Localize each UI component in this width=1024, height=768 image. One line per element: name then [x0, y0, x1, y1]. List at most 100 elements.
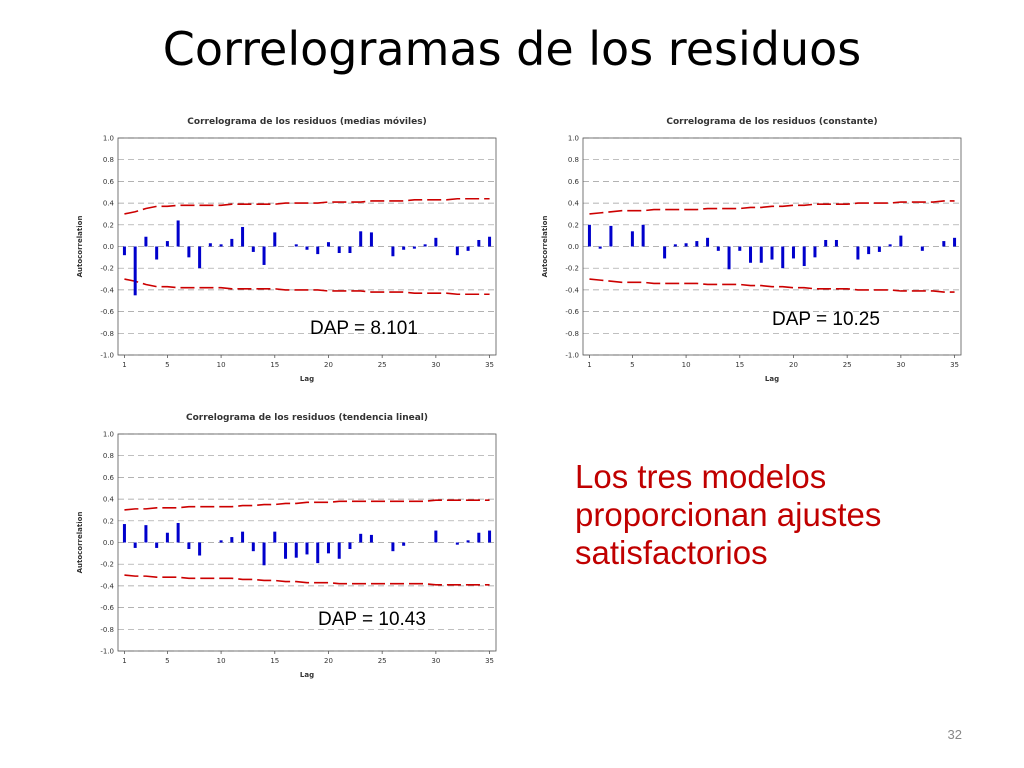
acf-bar [176, 220, 180, 247]
acf-bar [316, 246, 320, 255]
x-tick-label: 35 [950, 361, 959, 369]
x-tick-label: 1 [587, 361, 591, 369]
acf-bar [877, 246, 881, 252]
y-tick-label: 0.2 [103, 221, 114, 229]
correlogram-constante: Correlograma de los residuos (constante)… [535, 108, 975, 398]
y-tick-label: 1.0 [103, 431, 114, 439]
y-tick-label: 0.6 [568, 178, 580, 186]
acf-bar [326, 242, 330, 247]
y-tick-label: 0.0 [568, 243, 579, 251]
y-tick-label: 1.0 [568, 135, 579, 143]
lower-band-line [124, 574, 490, 586]
y-tick-label: -0.2 [100, 561, 114, 569]
chart-title: Correlograma de los residuos (tendencia … [186, 413, 428, 423]
x-tick-label: 30 [431, 657, 440, 665]
acf-bar [488, 236, 492, 247]
acf-bar [706, 237, 710, 247]
acf-bar [144, 236, 148, 247]
x-tick-label: 5 [165, 361, 169, 369]
x-tick-label: 20 [324, 657, 333, 665]
x-axis-label: Lag [765, 375, 779, 383]
acf-bar [273, 232, 277, 247]
acf-bar [738, 246, 742, 251]
acf-bar [813, 246, 817, 258]
acf-bar [230, 537, 234, 543]
dap-label-constante: DAP = 10.25 [772, 309, 880, 330]
y-axis-label: Autocorrelation [76, 216, 84, 278]
acf-bar [284, 542, 288, 559]
page-number: 32 [947, 727, 962, 742]
acf-bar [230, 238, 234, 247]
y-tick-label: 0.4 [103, 200, 115, 208]
acf-bar [208, 243, 212, 247]
y-tick-label: 0.6 [103, 178, 115, 186]
y-tick-label: -0.6 [100, 308, 114, 316]
acf-bar [187, 542, 191, 550]
y-tick-label: 0.8 [568, 156, 579, 164]
acf-bar [684, 243, 688, 247]
y-tick-label: -0.4 [100, 286, 114, 294]
acf-bar [423, 244, 427, 247]
y-tick-label: -0.2 [100, 265, 114, 273]
acf-bar [348, 542, 352, 550]
acf-bar [856, 246, 860, 260]
x-tick-label: 1 [122, 361, 126, 369]
y-tick-label: -1.0 [100, 648, 114, 656]
x-axis-label: Lag [300, 671, 314, 679]
acf-bar [305, 542, 309, 555]
acf-bar [781, 246, 785, 269]
y-tick-label: -1.0 [100, 352, 114, 360]
x-tick-label: 10 [217, 361, 226, 369]
acf-bar [294, 542, 298, 558]
y-tick-label: -0.8 [100, 330, 114, 338]
y-tick-label: 0.8 [103, 156, 114, 164]
acf-bar [466, 540, 470, 543]
acf-bar [251, 246, 255, 252]
plot-frame [117, 137, 497, 356]
y-tick-label: -0.8 [100, 626, 114, 634]
y-tick-label: -1.0 [565, 352, 579, 360]
correlogram-medias-moviles-svg: Correlograma de los residuos (medias móv… [76, 116, 497, 383]
acf-bar [749, 246, 753, 263]
acf-bar [466, 246, 470, 251]
y-tick-label: -0.8 [565, 330, 579, 338]
acf-bar [727, 246, 731, 270]
y-tick-label: 0.8 [103, 452, 114, 460]
dap-label-tendencia-lineal: DAP = 10.43 [318, 609, 426, 630]
y-tick-label: 0.0 [103, 539, 114, 547]
acf-bar [455, 246, 459, 256]
acf-bar [391, 542, 395, 552]
acf-bar [434, 530, 438, 543]
acf-bar [133, 246, 137, 296]
y-tick-label: -0.4 [565, 286, 579, 294]
acf-bar [294, 244, 298, 247]
acf-bar [122, 524, 126, 543]
x-tick-label: 20 [789, 361, 798, 369]
acf-bar [402, 542, 406, 546]
acf-bar [359, 533, 363, 543]
acf-bar [899, 235, 903, 247]
acf-bar [337, 246, 341, 254]
x-tick-label: 20 [324, 361, 333, 369]
acf-bar [609, 225, 613, 247]
upper-band-line [124, 197, 490, 215]
acf-bar [434, 237, 438, 247]
y-tick-label: 0.2 [568, 221, 579, 229]
x-tick-label: 5 [165, 657, 169, 665]
acf-bar [241, 226, 245, 247]
y-axis-label: Autocorrelation [76, 512, 84, 574]
acf-bar [867, 246, 871, 255]
acf-bar [326, 542, 330, 554]
x-tick-label: 30 [896, 361, 905, 369]
plot-frame [117, 433, 497, 652]
acf-bar [953, 237, 957, 247]
acf-bar [155, 542, 159, 548]
y-tick-label: -0.4 [100, 582, 114, 590]
acf-bar [824, 239, 828, 247]
acf-bar [412, 246, 416, 249]
x-tick-label: 15 [735, 361, 744, 369]
x-tick-label: 5 [630, 361, 634, 369]
acf-bar [165, 241, 169, 247]
x-tick-label: 35 [485, 361, 494, 369]
chart-title: Correlograma de los residuos (medias móv… [187, 116, 426, 127]
